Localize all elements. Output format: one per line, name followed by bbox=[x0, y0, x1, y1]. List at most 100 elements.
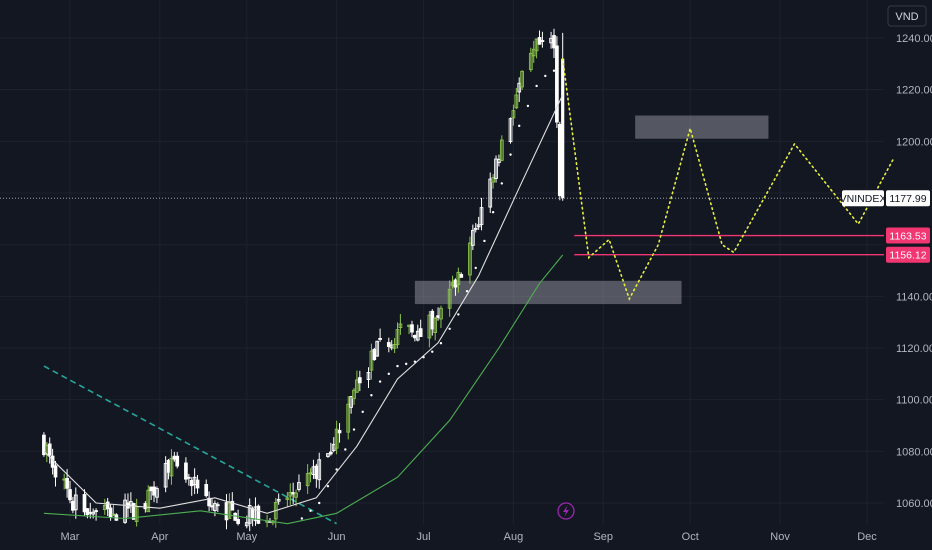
level-tag bbox=[886, 246, 930, 263]
candle-body bbox=[555, 45, 559, 123]
candle-body bbox=[207, 497, 211, 507]
candle-body bbox=[215, 504, 220, 507]
candle-body bbox=[85, 508, 90, 515]
candle-body bbox=[514, 94, 519, 109]
y-tick-label: 1200.00 bbox=[896, 136, 932, 148]
candle-body bbox=[91, 511, 96, 515]
candle-body bbox=[204, 484, 209, 497]
psar-dot bbox=[422, 356, 425, 359]
candle-body bbox=[557, 123, 562, 197]
candle-body bbox=[540, 40, 545, 42]
y-tick-label: 1220.00 bbox=[896, 85, 932, 97]
ma-fast-line bbox=[43, 94, 564, 514]
x-tick-label: Oct bbox=[682, 531, 699, 543]
price-axis[interactable]: 1060.00 1080.00 1100.00 1120.00 1140.00 1200.… bbox=[896, 33, 932, 510]
y-tick-label: 1060.00 bbox=[896, 498, 932, 510]
downtrend-line bbox=[43, 365, 338, 525]
candle-body bbox=[430, 310, 435, 330]
level-tag-label: 1163.53 bbox=[889, 231, 926, 243]
candle-body bbox=[155, 488, 159, 498]
candle-body bbox=[326, 453, 330, 457]
psar-dot bbox=[378, 380, 382, 383]
candle-body bbox=[233, 512, 238, 521]
candles bbox=[42, 28, 565, 532]
candle-body bbox=[47, 443, 52, 456]
currency-badge[interactable]: VND bbox=[887, 5, 927, 27]
x-tick-label: Jul bbox=[417, 531, 431, 543]
price-zone bbox=[414, 280, 682, 305]
candle-body bbox=[459, 274, 464, 278]
x-tick-label: Sep bbox=[593, 531, 613, 543]
y-tick-label: 1120.00 bbox=[896, 343, 932, 355]
candle-body bbox=[152, 486, 156, 496]
candle-body bbox=[395, 329, 400, 345]
x-tick-label: Jun bbox=[328, 531, 346, 543]
candle-body bbox=[175, 455, 180, 467]
candle-body bbox=[488, 178, 493, 208]
candle-body bbox=[71, 500, 75, 511]
psar-dot bbox=[448, 327, 451, 331]
candle-body bbox=[291, 492, 296, 495]
candle-body bbox=[508, 118, 513, 143]
candle-body bbox=[499, 139, 504, 161]
psar-dot bbox=[396, 364, 399, 368]
candle-body bbox=[184, 462, 188, 480]
psar-dot bbox=[352, 428, 356, 431]
candle-body bbox=[528, 52, 533, 71]
moving-averages bbox=[43, 69, 564, 525]
candle-body bbox=[146, 489, 151, 513]
price-levels bbox=[574, 234, 884, 256]
last-price-tag bbox=[886, 190, 930, 207]
candle-body bbox=[349, 396, 353, 408]
candle-body bbox=[42, 434, 46, 456]
x-tick-label: Mar bbox=[61, 531, 80, 543]
projection-line bbox=[561, 57, 894, 301]
candle-body bbox=[534, 38, 539, 52]
candle-body bbox=[447, 288, 452, 309]
psar-dots bbox=[300, 69, 556, 520]
x-tick-label: Aug bbox=[504, 531, 524, 543]
time-axis[interactable]: Mar Apr May Jun Jul Aug Sep Oct Nov Dec bbox=[61, 531, 878, 543]
candle-body bbox=[73, 494, 78, 511]
candle-body bbox=[372, 348, 377, 361]
downtrend-segment bbox=[43, 365, 338, 525]
psar-dot bbox=[370, 394, 373, 397]
candle-body bbox=[378, 337, 382, 340]
projection-path bbox=[561, 57, 894, 301]
candle-body bbox=[497, 159, 501, 163]
candle-body bbox=[386, 342, 391, 347]
psar-dot bbox=[413, 360, 417, 363]
candle-body bbox=[65, 477, 69, 489]
psar-dot bbox=[544, 74, 547, 78]
candle-body bbox=[410, 324, 414, 333]
candle-body bbox=[189, 479, 194, 487]
candle-body bbox=[470, 229, 475, 246]
y-tick-label: 1140.00 bbox=[896, 291, 932, 303]
candle-body bbox=[230, 500, 235, 511]
candle-body bbox=[476, 224, 481, 228]
psar-dot bbox=[300, 517, 304, 520]
candle-body bbox=[537, 37, 542, 45]
y-tick-label: 1080.00 bbox=[896, 446, 932, 458]
candle-body bbox=[398, 323, 403, 328]
candle-body bbox=[195, 479, 200, 489]
psar-dot bbox=[387, 372, 390, 376]
candle-body bbox=[314, 465, 319, 479]
candle-body bbox=[294, 492, 298, 498]
candle-body bbox=[317, 459, 322, 481]
psar-dot bbox=[474, 266, 477, 270]
level-tag bbox=[886, 227, 930, 244]
candle-body bbox=[105, 501, 110, 510]
psar-dot bbox=[335, 468, 338, 471]
candle-body bbox=[392, 344, 397, 349]
candle-body bbox=[50, 455, 55, 468]
candle-body bbox=[169, 457, 174, 477]
lightning-icon[interactable] bbox=[557, 502, 575, 520]
candle-body bbox=[68, 489, 72, 501]
candle-body bbox=[285, 497, 290, 500]
candle-body bbox=[236, 519, 240, 524]
symbol-tag bbox=[842, 190, 884, 207]
candle-body bbox=[453, 279, 458, 288]
price-tags: 1163.53 1156.12 VNINDEX 1177.99 bbox=[840, 190, 930, 263]
